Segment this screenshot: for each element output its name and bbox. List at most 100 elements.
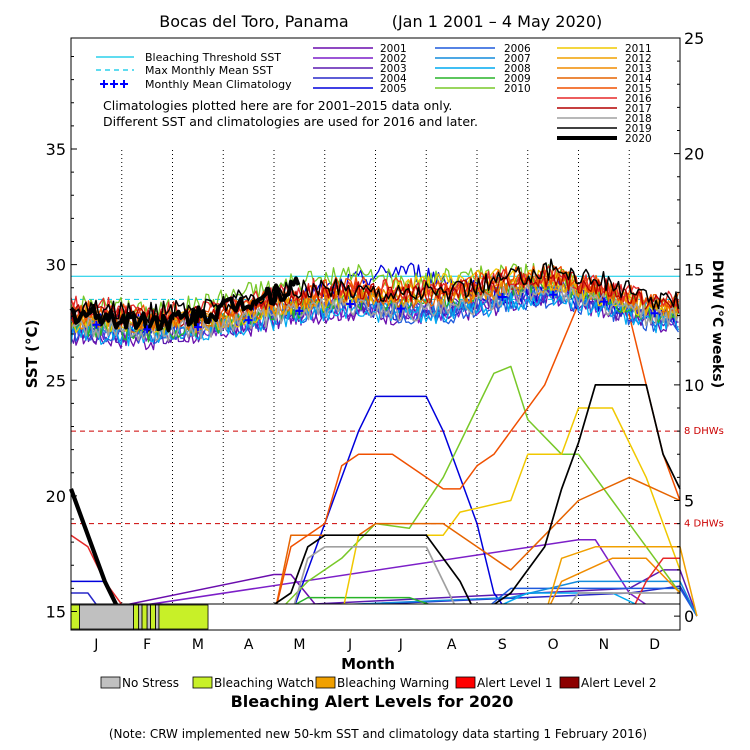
month-label: A [244,637,254,653]
alert-bar-segment [70,604,80,630]
alert-bar-segment [146,604,151,630]
alert-bar-segment [141,604,148,630]
climatology-marker [650,309,659,318]
left-tick-label: 25 [46,371,66,390]
legend-year-label: 2010 [504,83,531,95]
legend-year-label: 2008 [504,63,531,75]
note-line: Different SST and climatologies are used… [103,114,478,129]
sst-line [69,276,301,333]
alert-legend-swatch [315,676,336,689]
alert-legend-title: Bleaching Alert Levels for 2020 [231,692,514,711]
alert-level-legend: No Stress Bleaching Watch Bleaching Warnin… [100,676,657,690]
dhw-line [71,365,681,617]
climatology-marker [295,306,304,315]
legend-year-label: 2002 [380,53,407,65]
climatology-marker [549,290,558,299]
alert-bar-segment [138,604,143,630]
left-tick-label: 20 [46,487,66,506]
legend-year-label: 2015 [625,83,652,95]
right-tick-label: 10 [684,376,704,395]
climatology-marker [143,325,152,334]
legend-year-label: 2005 [380,83,407,95]
legend-year-label: 2001 [380,43,407,55]
month-label: J [347,637,352,653]
legend-year-label: 2020 [625,133,652,145]
legend-year-label: 2006 [504,43,531,55]
right-tick-label: 5 [684,492,694,511]
left-tick-label: 30 [46,256,66,275]
alert-legend-swatch [192,676,213,689]
alert-bar-segment [79,604,134,630]
footnote: (Note: CRW implemented new 50-km SST and… [109,727,647,741]
alert-bar-segment [155,604,160,630]
month-label: F [143,637,151,653]
sst-line [70,283,680,342]
left-tick-label: 15 [46,603,66,622]
right-axis-ticks: 0 5 10 15 20 25 [674,29,704,626]
sst-line [70,258,680,324]
legend-year-label: 2013 [625,63,652,75]
right-tick-label: 25 [684,29,704,48]
dhw-line [71,280,681,617]
dhw-threshold-label: 8 DHWs [684,426,724,437]
chart-date-range: (Jan 1 2001 – 4 May 2020) [392,12,603,31]
right-tick-label: 15 [684,260,704,279]
x-axis-label: Month [341,655,395,673]
legend-year-label: 2016 [625,93,652,105]
month-label: N [599,637,609,653]
legend-year-label: 2007 [504,53,531,65]
month-label: A [447,637,457,653]
climatology-marker [346,299,355,308]
month-label: J [93,637,98,653]
dhw-line [71,476,681,617]
note-line: Climatologies plotted here are for 2001–… [103,98,452,113]
climatology-marker [193,323,202,332]
alert-level-bar [70,603,680,630]
dhw-threshold-label: 4 DHWs [684,519,724,530]
climatology-marker [498,293,507,301]
sst-series-lines [69,258,680,351]
alert-legend-swatch [455,676,476,689]
climatology-marker [396,304,405,313]
climatology-marker [599,297,608,306]
alert-legend-swatch [100,676,121,689]
legend-year-label: 2019 [625,123,652,135]
alert-legend-label: Alert Level 1 [477,676,553,690]
alert-bar-segment [150,604,156,630]
legend-plus-marker [120,80,128,88]
legend-plus-marker [110,80,118,88]
dhw-line [70,539,664,617]
alert-legend-swatch [559,676,580,689]
dhw-line [69,488,124,618]
alert-legend-label: Alert Level 2 [581,676,657,690]
month-label: M [192,637,204,653]
legend-year-label: 2012 [625,53,652,65]
y-axis-label-dhw: DHW (°C weeks) [709,260,725,388]
climatology-marker [244,316,253,325]
chart-title: Bocas del Toro, Panama [159,12,348,31]
legend-year-label: 2018 [625,113,652,125]
alert-bar-segment [133,604,140,630]
left-axis-ticks: 15 20 25 30 35 [46,56,77,622]
legend-line-label: Max Monthly Mean SST [145,64,273,77]
right-tick-label: 0 [684,607,694,626]
legend-line-label: Monthly Mean Climatology [145,78,292,91]
climatology-note: Climatologies plotted here are for 2001–… [103,98,478,129]
climatology-marker [92,320,101,329]
monthly-mean-climatology-markers [92,290,659,334]
legend-year-label: 2017 [625,103,652,115]
legend-year-label: 2004 [380,73,407,85]
left-tick-label: 35 [46,140,66,159]
legend-plus-marker [100,80,108,88]
alert-legend-label: Bleaching Watch [214,676,314,690]
alert-bar-segment [158,604,209,630]
month-label: M [293,637,305,653]
month-label: D [649,637,660,653]
alert-legend-label: Bleaching Warning [337,676,449,690]
legend-year-label: 2014 [625,73,652,85]
alert-legend-label: No Stress [122,676,179,690]
month-label: O [548,637,559,653]
legend-line-label: Bleaching Threshold SST [145,51,281,64]
month-label: J [398,637,403,653]
